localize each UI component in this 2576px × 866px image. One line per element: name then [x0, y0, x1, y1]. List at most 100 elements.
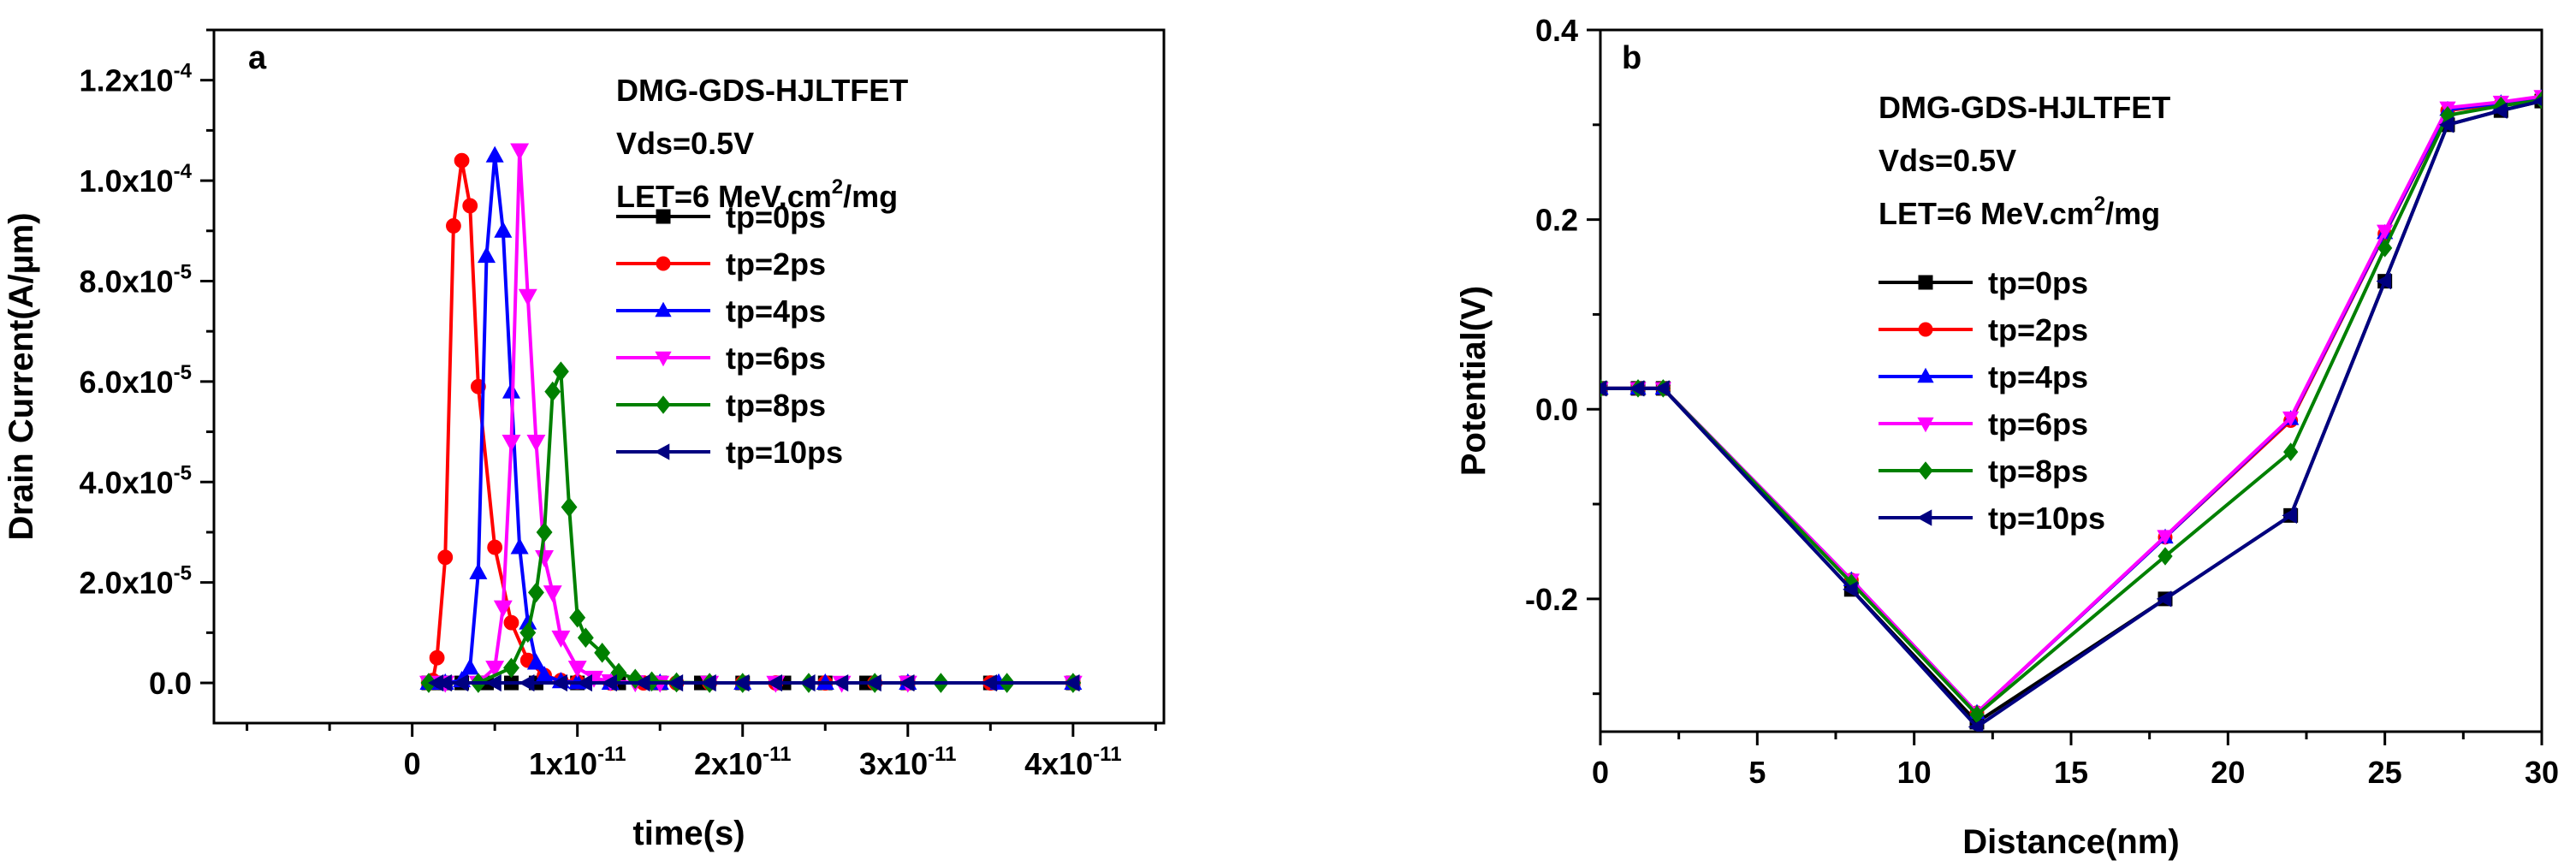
- data-point: [634, 673, 650, 692]
- data-point: [2283, 442, 2299, 461]
- legend-label: tp=10ps: [1988, 501, 2105, 536]
- data-point: [1064, 673, 1080, 692]
- series-tp=6ps: [1600, 90, 2542, 722]
- legend-label: tp=2ps: [726, 246, 826, 282]
- data-point: [561, 496, 578, 518]
- data-point: [519, 622, 537, 644]
- data-point: [494, 221, 513, 238]
- series-line: [1600, 94, 2542, 715]
- panel-a: 0 1x10-11 2x10-11 3x10-11 4x10-110.02.0x10-5…: [3, 28, 1166, 852]
- data-point: [526, 434, 546, 452]
- data-point: [667, 673, 684, 692]
- legend-marker: [655, 351, 672, 367]
- y-tick-label: 0.0: [1535, 392, 1578, 427]
- data-point: [487, 539, 503, 555]
- data-point: [551, 630, 571, 648]
- x-tick-label: 2x10-11: [694, 743, 791, 781]
- x-tick-label: 4x10-11: [1024, 743, 1121, 781]
- x-tick-exponent: -11: [763, 743, 791, 766]
- data-point: [576, 673, 592, 692]
- legend-marker: [1916, 509, 1932, 526]
- y-tick-base: 4.0x10: [80, 465, 174, 500]
- data-point: [526, 653, 545, 670]
- legend-label: tp=4ps: [726, 294, 826, 329]
- legend-label: tp=6ps: [726, 341, 826, 376]
- legend-marker: [1918, 461, 1933, 480]
- legend-marker: [1918, 322, 1933, 337]
- x-tick-label: 5: [1748, 755, 1766, 790]
- data-point: [899, 673, 915, 692]
- y-tick-exponent: -4: [174, 60, 193, 83]
- data-point: [469, 562, 488, 579]
- data-point: [544, 381, 561, 402]
- plot-frame: [212, 28, 1166, 725]
- x-axis-title: Distance(nm): [1962, 823, 2179, 861]
- y-axis-title: Potential(V): [1455, 286, 1493, 476]
- x-tick-base: 4x10: [1024, 746, 1093, 781]
- y-tick-label: 1.0x10-4: [80, 160, 193, 199]
- legend-item: tp=6ps: [616, 341, 826, 376]
- data-point: [1968, 718, 1984, 732]
- x-tick-label: 1x10-11: [529, 743, 626, 781]
- legend-marker: [1918, 275, 1933, 290]
- let-annotation: LET=6 MeV.cm2/mg: [616, 175, 898, 214]
- data-point: [2282, 411, 2300, 427]
- y-tick-label: -0.2: [1525, 582, 1578, 617]
- data-point: [502, 434, 521, 452]
- legend-item: tp=2ps: [616, 246, 826, 282]
- x-tick-label: 25: [2368, 755, 2402, 790]
- legend-label: tp=8ps: [1988, 454, 2088, 489]
- series-tp=10ps: [427, 673, 1080, 692]
- data-point: [577, 627, 594, 649]
- legend-label: tp=2ps: [1988, 312, 2088, 347]
- data-point: [552, 361, 569, 382]
- series-line: [1600, 95, 2542, 715]
- data-point: [626, 668, 644, 690]
- series-line: [1600, 96, 2542, 715]
- data-point: [543, 585, 562, 603]
- data-point: [766, 673, 782, 692]
- data-point: [551, 673, 568, 692]
- data-point: [2158, 547, 2173, 566]
- data-point: [733, 673, 750, 692]
- data-point: [510, 143, 530, 161]
- y-tick-base: 6.0x10: [80, 365, 174, 400]
- x-tick-label: 20: [2211, 755, 2245, 790]
- vds-annotation: Vds=0.5V: [1879, 143, 2016, 178]
- data-point: [493, 600, 513, 618]
- y-tick-base: 1.2x10: [80, 63, 174, 98]
- legend-marker: [1917, 417, 1934, 433]
- data-point: [567, 661, 587, 679]
- data-point: [452, 673, 469, 692]
- data-point: [518, 288, 537, 306]
- x-tick-label: 10: [1897, 755, 1932, 790]
- legend-label: tp=10ps: [726, 435, 843, 470]
- data-point: [799, 673, 816, 692]
- x-tick-label: 30: [2525, 755, 2559, 790]
- data-point: [569, 607, 586, 628]
- data-point: [2377, 224, 2394, 240]
- y-tick-exponent: -5: [174, 562, 192, 585]
- let-prefix: LET=6 MeV.cm: [1879, 196, 2094, 231]
- data-point: [527, 582, 544, 603]
- data-point: [2492, 102, 2508, 119]
- data-point: [2157, 530, 2174, 545]
- y-tick-base: 2.0x10: [80, 566, 174, 601]
- x-tick-label: 0: [1592, 755, 1609, 790]
- panel-letter: b: [1622, 40, 1641, 76]
- y-tick-label: 0.0: [149, 666, 192, 701]
- y-tick-label: 8.0x10-5: [80, 260, 192, 299]
- legend-label: tp=0ps: [726, 199, 826, 234]
- legend-marker: [1917, 367, 1934, 383]
- legend-item: tp=6ps: [1879, 406, 2088, 442]
- data-point: [477, 246, 496, 264]
- y-tick-label: 1.2x10-4: [80, 60, 193, 98]
- data-point: [503, 614, 519, 631]
- data-point: [462, 198, 478, 214]
- data-point: [485, 673, 502, 692]
- legend-label: tp=6ps: [1988, 406, 2088, 442]
- legend-marker: [656, 256, 671, 271]
- legend-item: tp=4ps: [616, 294, 826, 329]
- y-tick-base: 1.0x10: [80, 163, 174, 199]
